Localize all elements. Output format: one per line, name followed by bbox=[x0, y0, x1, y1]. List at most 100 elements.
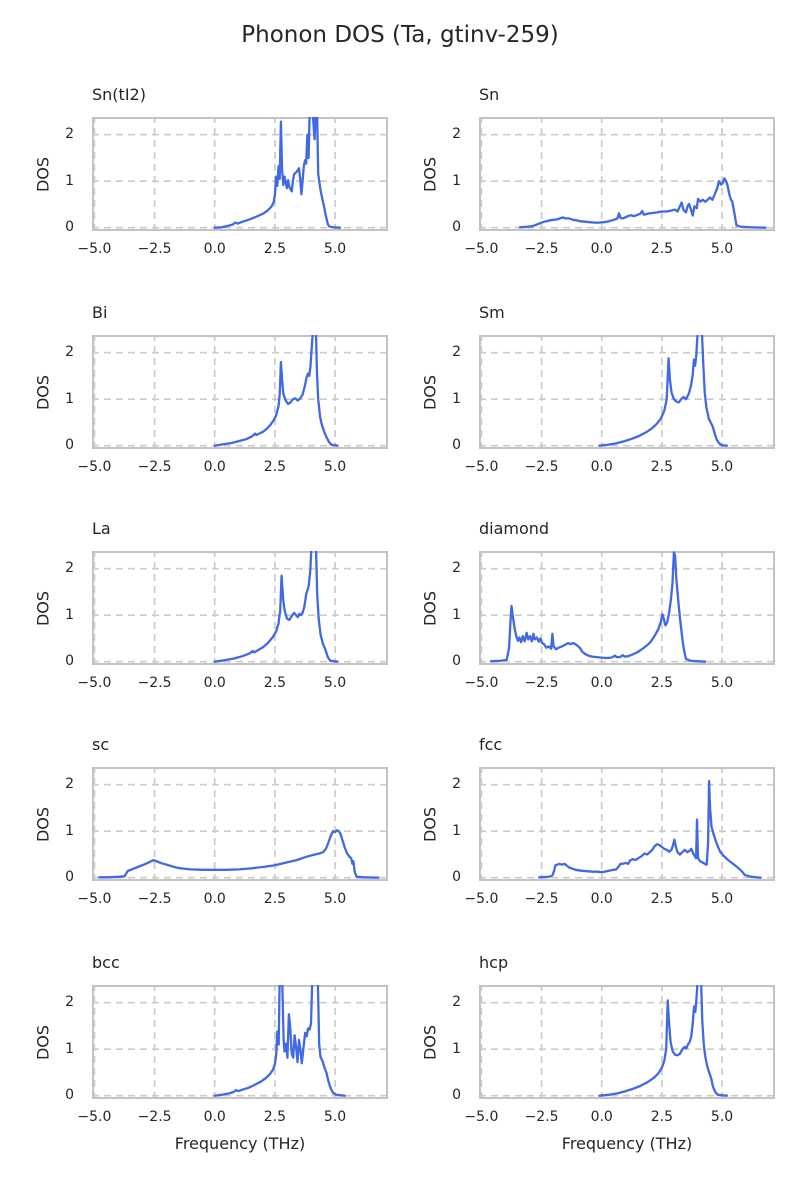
subplot-sn: Sn DOS 0 1 2 −5.0 −2.5 0.0 2.5 5.0 bbox=[387, 85, 781, 299]
x-tick-label: 0.0 bbox=[590, 241, 613, 257]
plot-area bbox=[469, 543, 781, 667]
x-tick-label: 2.5 bbox=[263, 1109, 287, 1125]
y-tick-label: 1 bbox=[452, 390, 461, 407]
x-tick-label: −2.5 bbox=[524, 891, 559, 907]
dos-curve bbox=[213, 335, 339, 447]
dos-curve bbox=[213, 117, 342, 229]
x-tick-label: 2.5 bbox=[263, 241, 287, 257]
x-tick-label: −5.0 bbox=[77, 241, 112, 257]
plot-area bbox=[469, 977, 781, 1101]
y-tick-label: 1 bbox=[452, 822, 461, 839]
x-tick-label: −5.0 bbox=[464, 1109, 499, 1125]
plot-svg bbox=[479, 117, 775, 231]
dos-curve bbox=[489, 551, 707, 663]
y-tick-label: 2 bbox=[452, 344, 461, 361]
x-tick-label: −5.0 bbox=[77, 891, 112, 907]
subplot-la: La DOS 0 1 2 −5.0 −2.5 0.0 2.5 5.0 bbox=[0, 519, 394, 733]
subplot-title: Sn bbox=[479, 85, 500, 104]
dos-curve bbox=[98, 829, 380, 879]
x-tick-label: 5.0 bbox=[710, 891, 734, 907]
x-tick-label: 2.5 bbox=[650, 1109, 674, 1125]
x-tick-label: −2.5 bbox=[137, 675, 172, 691]
x-tick-label: 0.0 bbox=[590, 459, 613, 475]
y-tick-label: 0 bbox=[452, 219, 461, 236]
plot-area bbox=[82, 327, 394, 451]
y-tick-label: 2 bbox=[65, 560, 74, 577]
x-tick-label: 2.5 bbox=[263, 459, 287, 475]
x-tick-label: 2.5 bbox=[650, 675, 674, 691]
x-tick-label: 5.0 bbox=[710, 459, 734, 475]
subplot-title: La bbox=[92, 519, 111, 538]
y-tick-label: 2 bbox=[65, 344, 74, 361]
subplot-title: Sm bbox=[479, 303, 505, 322]
plot-svg bbox=[479, 551, 775, 665]
y-tick-label: 2 bbox=[65, 994, 74, 1011]
y-tick-label: 0 bbox=[452, 437, 461, 454]
y-tick-label: 1 bbox=[65, 822, 74, 839]
plot-svg bbox=[479, 335, 775, 449]
x-tick-label: −5.0 bbox=[464, 241, 499, 257]
subplot-title: fcc bbox=[479, 735, 503, 754]
subplot-hcp: hcp DOS 0 1 2 −5.0 −2.5 0.0 2.5 5.0 Frequency (T… bbox=[387, 953, 781, 1167]
plot-svg bbox=[92, 117, 388, 231]
subplot-sc: sc DOS 0 1 2 −5.0 −2.5 0.0 2.5 5.0 bbox=[0, 735, 394, 949]
y-tick-label: 1 bbox=[452, 172, 461, 189]
axes-frame bbox=[479, 551, 775, 665]
x-tick-label: −5.0 bbox=[77, 459, 112, 475]
plot-area bbox=[82, 543, 394, 667]
dos-curve bbox=[213, 551, 339, 663]
y-tick-label: 0 bbox=[65, 1087, 74, 1104]
plot-area bbox=[469, 109, 781, 233]
x-tick-label: −2.5 bbox=[524, 459, 559, 475]
x-tick-label: 5.0 bbox=[710, 241, 734, 257]
x-axis-label: Frequency (THz) bbox=[174, 1134, 306, 1153]
subplot-title: bcc bbox=[92, 953, 120, 972]
x-tick-label: 0.0 bbox=[203, 459, 226, 475]
x-tick-label: 0.0 bbox=[203, 675, 226, 691]
subplot-bi: Bi DOS 0 1 2 −5.0 −2.5 0.0 2.5 5.0 bbox=[0, 303, 394, 517]
plot-area bbox=[82, 109, 394, 233]
subplot-bcc: bcc DOS 0 1 2 −5.0 −2.5 0.0 2.5 5.0 Frequency (T… bbox=[0, 953, 394, 1167]
x-tick-label: −5.0 bbox=[464, 891, 499, 907]
subplot-sn-ti2-: Sn(tI2) DOS 0 1 2 −5.0 −2.5 0.0 2.5 5.0 bbox=[0, 85, 394, 299]
subplot-diamond: diamond DOS 0 1 2 −5.0 −2.5 0.0 2.5 5.0 bbox=[387, 519, 781, 733]
x-tick-label: 0.0 bbox=[203, 241, 226, 257]
plot-area bbox=[469, 327, 781, 451]
x-tick-label: 0.0 bbox=[203, 891, 226, 907]
axes-frame bbox=[92, 117, 388, 231]
x-tick-label: −5.0 bbox=[464, 459, 499, 475]
y-tick-label: 1 bbox=[65, 390, 74, 407]
x-tick-label: 2.5 bbox=[650, 891, 674, 907]
axes-frame bbox=[479, 117, 775, 231]
plot-svg bbox=[479, 985, 775, 1099]
y-tick-label: 2 bbox=[452, 126, 461, 143]
y-tick-label: 0 bbox=[452, 653, 461, 670]
subplot-title: Sn(tI2) bbox=[92, 85, 146, 104]
plot-area bbox=[82, 977, 394, 1101]
subplot-title: sc bbox=[92, 735, 110, 754]
y-tick-label: 0 bbox=[65, 869, 74, 886]
plot-area bbox=[469, 759, 781, 883]
x-tick-label: −2.5 bbox=[524, 241, 559, 257]
x-tick-label: 2.5 bbox=[650, 459, 674, 475]
x-tick-label: −2.5 bbox=[524, 1109, 559, 1125]
x-tick-label: 0.0 bbox=[203, 1109, 226, 1125]
axes-frame bbox=[479, 335, 775, 449]
plot-svg bbox=[92, 335, 388, 449]
x-axis-label: Frequency (THz) bbox=[561, 1134, 693, 1153]
x-tick-label: −2.5 bbox=[137, 241, 172, 257]
y-tick-label: 2 bbox=[452, 560, 461, 577]
plot-svg bbox=[92, 551, 388, 665]
x-tick-label: −2.5 bbox=[524, 675, 559, 691]
plot-svg bbox=[92, 985, 388, 1099]
axes-frame bbox=[479, 985, 775, 1099]
y-tick-label: 0 bbox=[65, 653, 74, 670]
x-tick-label: 5.0 bbox=[323, 675, 347, 691]
axes-frame bbox=[479, 767, 775, 881]
y-tick-label: 2 bbox=[452, 994, 461, 1011]
y-tick-label: 0 bbox=[65, 437, 74, 454]
axes-frame bbox=[92, 335, 388, 449]
y-tick-label: 0 bbox=[65, 219, 74, 236]
y-tick-label: 1 bbox=[65, 606, 74, 623]
x-tick-label: 2.5 bbox=[650, 241, 674, 257]
